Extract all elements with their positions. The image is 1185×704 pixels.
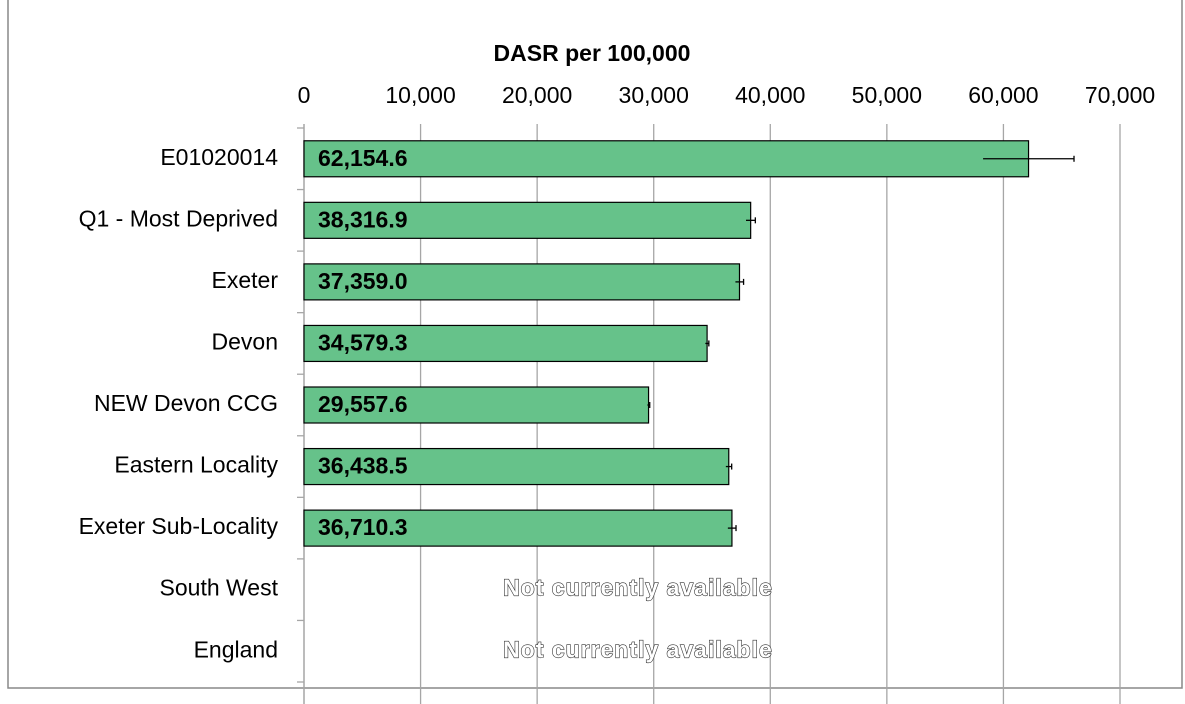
value-label: 36,710.3 (318, 514, 408, 540)
value-label: 37,359.0 (318, 268, 408, 294)
y-tick-label: Exeter (212, 267, 279, 293)
not-available-label: Not currently available (503, 575, 773, 601)
not-available-label: Not currently available (503, 636, 773, 662)
bar (303, 263, 741, 301)
x-tick-label: 70,000 (1085, 82, 1155, 108)
x-tick-label: 20,000 (502, 82, 572, 108)
y-tick-label: E01020014 (160, 144, 278, 170)
y-tick-label: Exeter Sub-Locality (79, 513, 279, 539)
y-tick-label: England (194, 636, 278, 662)
y-tick-label: South West (160, 575, 279, 601)
x-tick-label: 50,000 (852, 82, 922, 108)
bar (303, 509, 733, 547)
y-tick-label: NEW Devon CCG (94, 390, 278, 416)
bar (303, 140, 1030, 178)
bar (303, 324, 708, 363)
value-label: 34,579.3 (318, 330, 408, 356)
bar (303, 201, 752, 239)
x-tick-label: 40,000 (735, 82, 805, 108)
y-tick-label: Eastern Locality (114, 452, 278, 478)
x-tick-label: 10,000 (385, 82, 455, 108)
value-label: 29,557.6 (318, 391, 408, 417)
bar (303, 386, 650, 424)
x-tick-label: 30,000 (619, 82, 689, 108)
axis-title: DASR per 100,000 (494, 40, 691, 66)
y-tick-label: Devon (212, 329, 278, 355)
value-label: 38,316.9 (318, 206, 408, 232)
x-tick-label: 60,000 (968, 82, 1038, 108)
chart-frame (7, 0, 1183, 689)
value-label: 62,154.6 (318, 145, 408, 171)
bar (303, 447, 730, 486)
value-label: 36,438.5 (318, 453, 408, 479)
x-tick-label: 0 (298, 82, 311, 108)
y-tick-label: Q1 - Most Deprived (79, 205, 278, 231)
